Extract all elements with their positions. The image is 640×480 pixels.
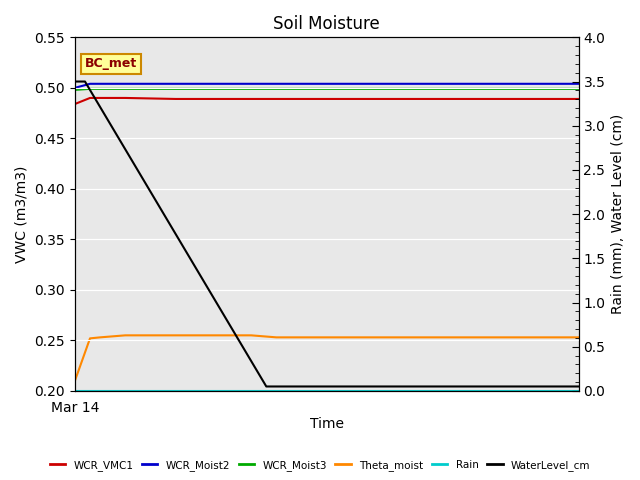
Y-axis label: Rain (mm), Water Level (cm): Rain (mm), Water Level (cm): [611, 114, 625, 314]
Legend: WCR_VMC1, WCR_Moist2, WCR_Moist3, Theta_moist, Rain, WaterLevel_cm: WCR_VMC1, WCR_Moist2, WCR_Moist3, Theta_…: [45, 456, 595, 475]
Y-axis label: VWC (m3/m3): VWC (m3/m3): [15, 166, 29, 263]
X-axis label: Time: Time: [310, 418, 344, 432]
Text: BC_met: BC_met: [85, 58, 137, 71]
Title: Soil Moisture: Soil Moisture: [273, 15, 380, 33]
